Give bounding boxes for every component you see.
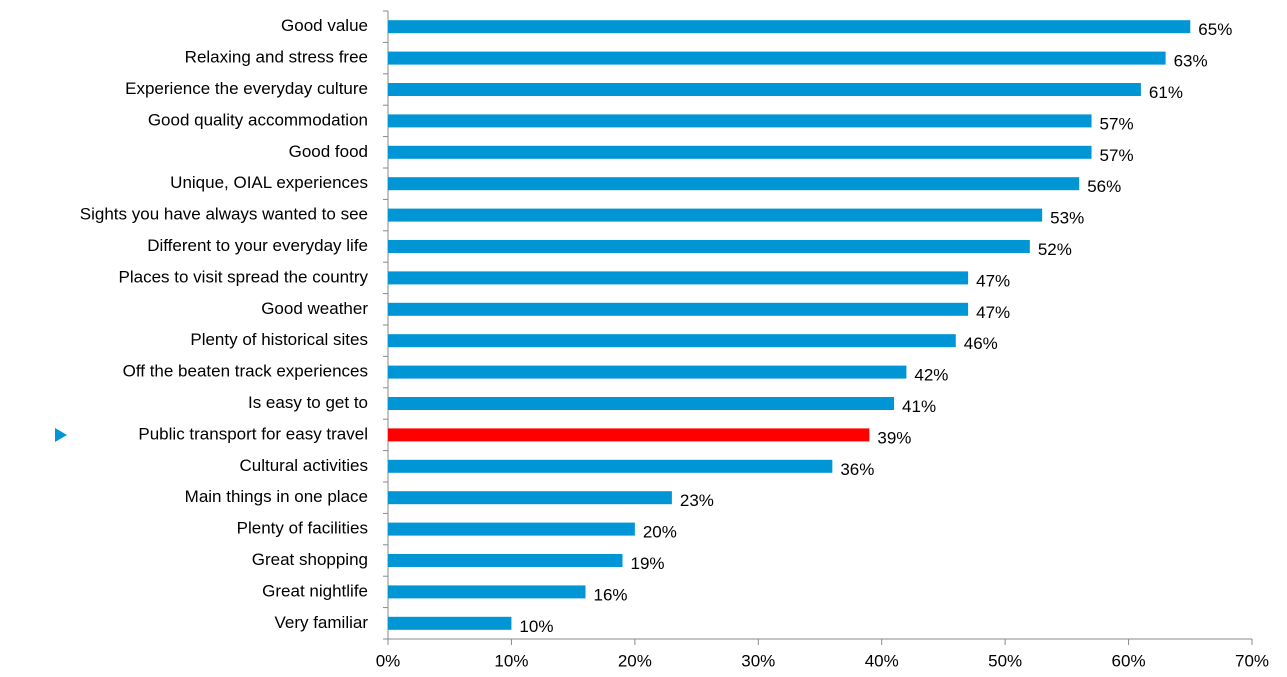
y-tick-label: Great shopping [252,550,368,569]
value-label: 57% [1100,114,1134,133]
y-tick-label: Main things in one place [185,487,368,506]
value-label: 47% [976,303,1010,322]
x-tick-label: 70% [1235,651,1269,670]
value-label: 53% [1050,209,1084,228]
bar [388,428,870,442]
bar [388,397,895,410]
value-label: 65% [1198,20,1232,39]
bar [388,20,1191,34]
value-label: 39% [877,428,911,447]
value-label: 42% [914,366,948,385]
bar [388,177,1080,191]
y-tick-label: Good weather [261,299,368,318]
y-tick-label: Plenty of facilities [237,519,368,538]
y-tick-label: Unique, OIAL experiences [170,173,368,192]
value-label: 19% [631,554,665,573]
bar [388,271,969,285]
bar [388,208,1043,222]
bar [388,302,969,316]
bar [388,83,1141,96]
y-tick-label: Plenty of historical sites [190,330,368,349]
y-tick-label: Very familiar [274,613,368,632]
x-tick-label: 30% [741,651,775,670]
bar [388,522,635,536]
value-label: 20% [643,523,677,542]
bar [388,491,672,505]
y-tick-label: Is easy to get to [248,393,368,412]
value-label: 46% [964,334,998,353]
value-label: 10% [519,617,553,636]
bar [388,616,512,630]
y-tick-label: Relaxing and stress free [185,48,368,67]
bar [388,585,586,599]
bar [388,459,833,473]
bar [388,240,1030,253]
value-label: 57% [1100,146,1134,165]
y-tick-label: Sights you have always wanted to see [80,205,368,224]
y-tick-label: Places to visit spread the country [119,267,369,286]
value-label: 63% [1174,52,1208,71]
y-tick-label: Great nightlife [262,581,368,600]
y-tick-label: Good quality accommodation [148,110,368,129]
x-tick-label: 50% [988,651,1022,670]
value-label: 56% [1087,177,1121,196]
x-tick-label: 60% [1112,651,1146,670]
bar [388,145,1092,159]
y-tick-label: Off the beaten track experiences [123,362,368,381]
value-label: 52% [1038,240,1072,259]
bar [388,554,623,567]
value-label: 41% [902,397,936,416]
y-tick-label: Experience the everyday culture [125,79,368,98]
y-tick-label: Cultural activities [240,456,369,475]
y-tick-label: Good food [289,142,368,161]
value-label: 36% [840,460,874,479]
value-label: 16% [593,585,627,604]
y-tick-label: Public transport for easy travel [138,424,368,443]
x-tick-label: 20% [618,651,652,670]
y-tick-label: Different to your everyday life [147,236,368,255]
bar [388,114,1092,128]
value-label: 61% [1149,83,1183,102]
value-label: 23% [680,491,714,510]
bar [388,334,956,348]
x-tick-label: 10% [494,651,528,670]
bar [388,365,907,379]
highlight-marker [55,428,67,442]
x-tick-label: 0% [376,651,401,670]
x-tick-label: 40% [865,651,899,670]
value-label: 47% [976,271,1010,290]
bar [388,51,1166,65]
y-tick-label: Good value [281,16,368,35]
